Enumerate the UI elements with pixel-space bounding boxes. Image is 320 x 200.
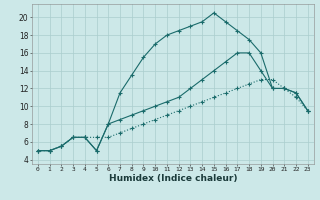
X-axis label: Humidex (Indice chaleur): Humidex (Indice chaleur) (108, 174, 237, 183)
